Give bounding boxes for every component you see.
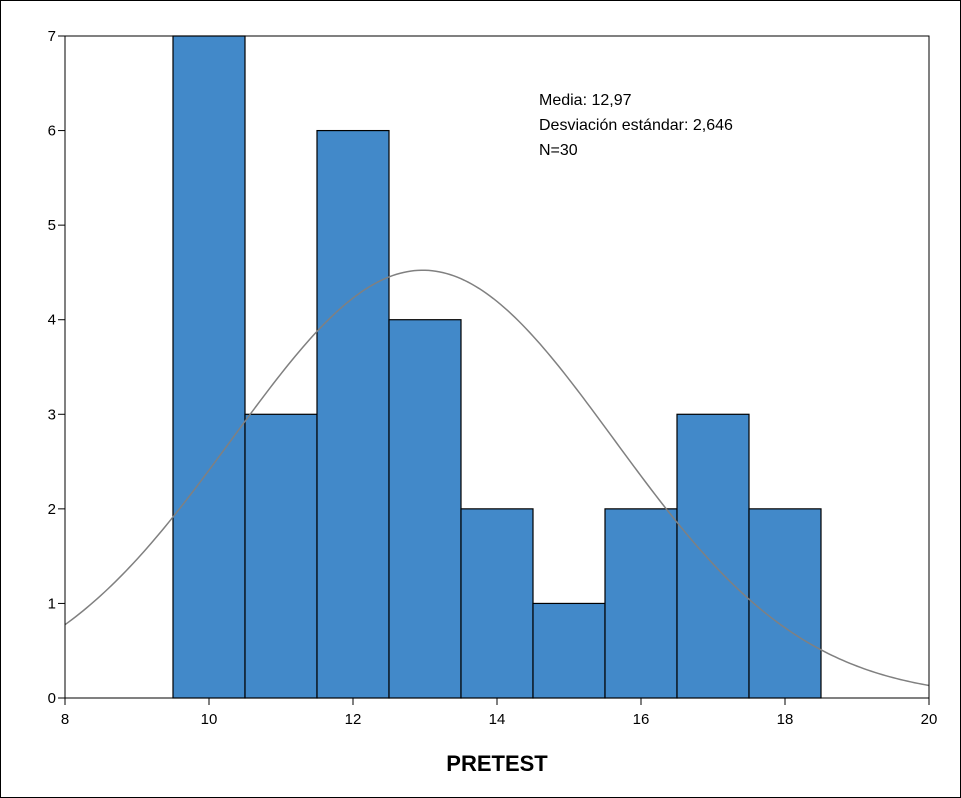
stat-n: N=30: [539, 142, 578, 159]
x-axis-label: PRETEST: [446, 751, 548, 776]
stat-sd: Desviación estándar: 2,646: [539, 117, 733, 134]
y-axis: 0 1 2 3 4 5 6 7: [48, 28, 65, 707]
y-tick-label: 0: [48, 690, 56, 707]
stat-mean: Media: 12,97: [539, 92, 632, 109]
histogram-bar: [461, 509, 533, 698]
histogram-bar: [173, 36, 245, 698]
y-tick-label: 6: [48, 123, 56, 140]
histogram-bar: [317, 131, 389, 698]
x-tick-label: 8: [61, 711, 69, 728]
x-tick-label: 14: [489, 711, 506, 728]
histogram-bar: [749, 509, 821, 698]
y-tick-label: 2: [48, 501, 56, 518]
histogram-bar: [389, 320, 461, 698]
stats-annotation: Media: 12,97 Desviación estándar: 2,646 …: [539, 92, 733, 159]
bars-group: [173, 36, 821, 698]
y-tick-label: 4: [48, 312, 56, 329]
histogram-bar: [245, 414, 317, 698]
x-tick-label: 10: [201, 711, 218, 728]
x-tick-label: 18: [777, 711, 794, 728]
y-tick-label: 3: [48, 406, 56, 423]
histogram-bar: [533, 603, 605, 698]
y-tick-label: 5: [48, 217, 56, 234]
x-tick-label: 12: [345, 711, 362, 728]
x-axis: 8 10 12 14 16 18 20: [61, 698, 938, 728]
y-tick-label: 1: [48, 595, 56, 612]
x-tick-label: 16: [633, 711, 650, 728]
y-tick-label: 7: [48, 28, 56, 45]
histogram-bar: [605, 509, 677, 698]
histogram-bar: [677, 414, 749, 698]
x-tick-label: 20: [921, 711, 938, 728]
